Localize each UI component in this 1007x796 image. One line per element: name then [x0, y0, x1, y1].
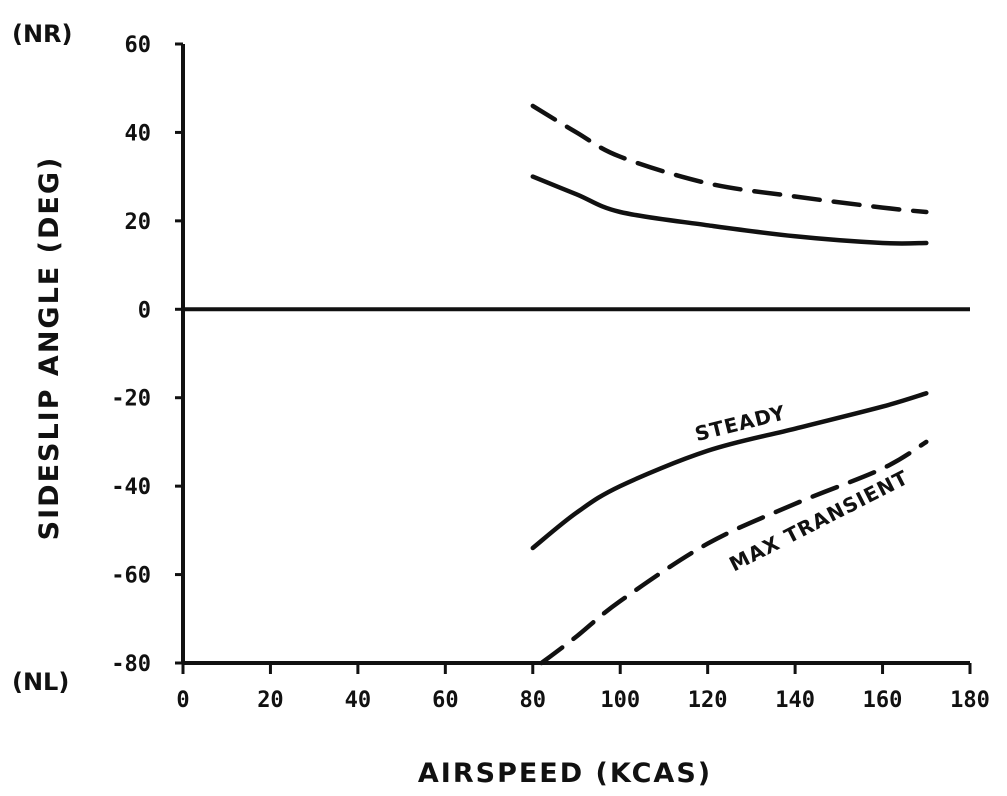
- x-tick-label: 180: [950, 688, 990, 713]
- series-nr-dashed-line: [530, 103, 929, 215]
- series-nl-solid-line: [530, 391, 929, 551]
- series-layer: [530, 103, 929, 666]
- x-tick-label: 140: [775, 688, 815, 713]
- series-nr-solid-line: [530, 174, 929, 246]
- x-tick-label: 120: [688, 688, 728, 713]
- series-nl-dashed-line: [539, 439, 929, 666]
- x-axis-ticks: 0 20 40 60 80 100 120 140 160 180: [176, 663, 990, 713]
- nl-label: (NL): [12, 668, 69, 696]
- x-tick-label: 20: [257, 688, 284, 713]
- x-tick-label: 40: [345, 688, 372, 713]
- y-tick-label: 20: [125, 210, 152, 235]
- nr-label: (NR): [12, 20, 73, 48]
- x-tick-label: 0: [176, 688, 189, 713]
- y-axis-ticks: 60 40 20 0 -20 -40 -60 -80: [111, 33, 183, 677]
- y-tick-label: 0: [138, 298, 151, 323]
- y-tick-label: -40: [111, 475, 151, 500]
- steady-series-label: STEADY: [692, 400, 788, 446]
- x-axis-title: AIRSPEED (KCAS): [418, 758, 712, 789]
- y-tick-label: -60: [111, 564, 151, 589]
- y-tick-label: 40: [125, 121, 152, 146]
- y-tick-label: -20: [111, 387, 151, 412]
- x-tick-label: 60: [432, 688, 459, 713]
- x-tick-label: 100: [600, 688, 640, 713]
- y-tick-label: -80: [111, 652, 151, 677]
- y-axis-title: SIDESLIP ANGLE (DEG): [34, 156, 65, 541]
- axes: [181, 44, 970, 665]
- x-tick-label: 160: [863, 688, 903, 713]
- y-tick-label: 60: [125, 33, 152, 58]
- x-tick-label: 80: [520, 688, 547, 713]
